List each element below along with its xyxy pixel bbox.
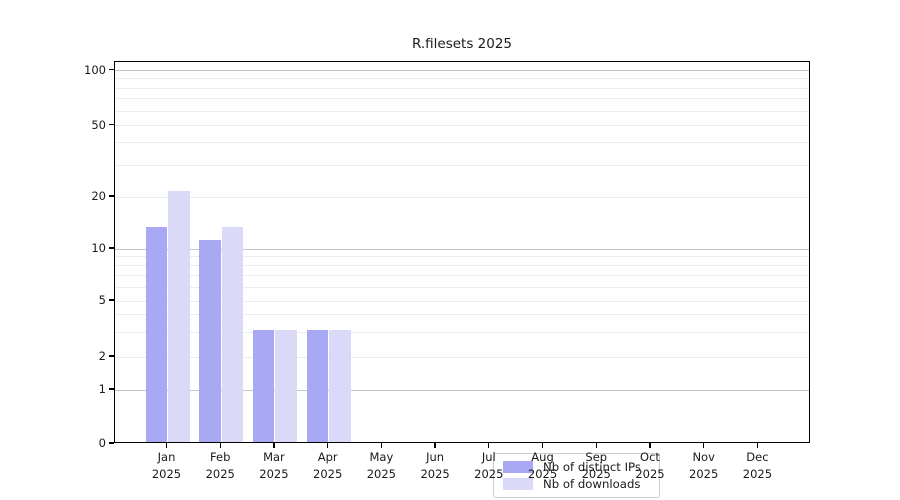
x-tick-label-nov: Nov 2025 xyxy=(689,450,719,481)
y-tick-label-50: 50 xyxy=(91,117,106,132)
x-tick-label-feb: Feb 2025 xyxy=(205,450,235,481)
y-tick-mark-0 xyxy=(109,442,114,444)
bar-ips-feb xyxy=(199,239,221,442)
y-tick-mark-2 xyxy=(109,355,114,357)
x-tick-label-mar: Mar 2025 xyxy=(259,450,289,481)
minor-gridline-9 xyxy=(115,256,809,258)
y-tick-label-20: 20 xyxy=(91,189,106,203)
bar-downloads-mar xyxy=(275,330,297,442)
bar-ips-apr xyxy=(306,330,329,442)
y-tick-mark-5 xyxy=(109,299,114,301)
minor-gridline-4 xyxy=(115,314,809,316)
plot-area: Nb of distinct IPs Nb of downloads xyxy=(114,61,810,498)
minor-gridline-50 xyxy=(115,125,809,126)
chart-title: R.filesets 2025 xyxy=(411,36,513,52)
x-tick-mark-mar xyxy=(273,443,275,448)
x-tick-mark-jul xyxy=(488,443,490,448)
y-tick-label-1: 1 xyxy=(98,382,106,396)
minor-gridline-90 xyxy=(115,78,809,80)
minor-gridline-40 xyxy=(115,142,809,144)
x-tick-label-aug: Aug 2025 xyxy=(527,450,558,481)
x-tick-mark-oct xyxy=(649,443,651,448)
minor-gridline-8 xyxy=(115,265,809,267)
legend-item-distinct-ips: Nb of distinct IPs xyxy=(503,460,650,474)
y-tick-mark-50 xyxy=(109,123,114,126)
y-tick-label-0: 0 xyxy=(98,436,106,450)
minor-gridline-20 xyxy=(115,196,809,198)
minor-gridline-6 xyxy=(115,286,809,288)
major-gridline-100 xyxy=(115,70,809,71)
y-tick-mark-1 xyxy=(109,388,114,390)
legend: Nb of distinct IPs Nb of downloads xyxy=(493,453,660,498)
x-tick-mark-aug xyxy=(541,443,544,448)
minor-gridline-60 xyxy=(115,110,809,112)
y-tick-label-2: 2 xyxy=(98,349,106,363)
minor-gridline-80 xyxy=(115,87,809,89)
y-tick-mark-10 xyxy=(109,247,114,249)
bar-downloads-jan xyxy=(168,191,190,442)
legend-swatch-downloads xyxy=(503,478,533,490)
minor-gridline-7 xyxy=(115,275,809,277)
x-tick-mark-sep xyxy=(595,443,597,448)
minor-gridline-30 xyxy=(115,164,809,166)
legend-item-downloads: Nb of downloads xyxy=(503,477,650,491)
x-tick-label-oct: Oct 2025 xyxy=(635,450,665,481)
legend-label-distinct-ips: Nb of distinct IPs xyxy=(543,460,641,474)
minor-gridline-2 xyxy=(115,356,809,358)
y-tick-mark-20 xyxy=(109,195,114,197)
x-tick-mark-dec xyxy=(756,443,759,448)
x-tick-label-apr: Apr 2025 xyxy=(313,450,343,481)
legend-label-downloads: Nb of downloads xyxy=(543,477,641,491)
major-gridline-10 xyxy=(115,248,809,250)
y-tick-label-10: 10 xyxy=(91,241,106,255)
minor-gridline-70 xyxy=(115,98,809,100)
x-tick-mark-may xyxy=(380,443,383,448)
bar-downloads-apr xyxy=(329,330,351,442)
bar-ips-mar xyxy=(252,330,275,442)
legend-swatch-distinct-ips xyxy=(503,461,533,473)
x-tick-label-jul: Jul 2025 xyxy=(474,450,504,481)
x-tick-label-jun: Jun 2025 xyxy=(420,450,450,481)
bar-ips-jan xyxy=(145,227,167,442)
x-tick-label-may: May 2025 xyxy=(366,450,397,481)
minor-gridline-5 xyxy=(115,300,809,302)
major-gridline-1 xyxy=(115,389,809,391)
x-tick-mark-apr xyxy=(327,443,329,448)
x-tick-label-dec: Dec 2025 xyxy=(742,450,773,481)
bar-downloads-feb xyxy=(221,227,244,442)
x-tick-mark-feb xyxy=(219,443,221,448)
y-tick-mark-100 xyxy=(109,68,114,71)
minor-gridline-3 xyxy=(115,331,809,333)
y-tick-label-5: 5 xyxy=(98,293,106,307)
x-tick-mark-jun xyxy=(434,443,436,448)
y-tick-label-100: 100 xyxy=(84,62,106,77)
x-tick-mark-nov xyxy=(703,443,705,448)
x-tick-label-sep: Sep 2025 xyxy=(581,450,611,481)
x-tick-mark-jan xyxy=(165,443,168,448)
x-tick-label-jan: Jan 2025 xyxy=(151,450,182,481)
